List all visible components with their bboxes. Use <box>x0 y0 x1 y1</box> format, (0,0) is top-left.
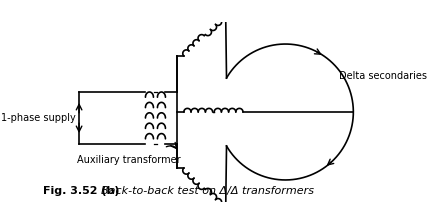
Text: Auxiliary transformer: Auxiliary transformer <box>77 155 181 165</box>
Text: Delta secondaries: Delta secondaries <box>339 71 427 81</box>
Text: Back-to-back test on Δ/Δ transformers: Back-to-back test on Δ/Δ transformers <box>101 186 314 196</box>
Text: Fig. 3.52 (b): Fig. 3.52 (b) <box>43 186 119 196</box>
Text: 1-phase supply: 1-phase supply <box>1 113 76 123</box>
